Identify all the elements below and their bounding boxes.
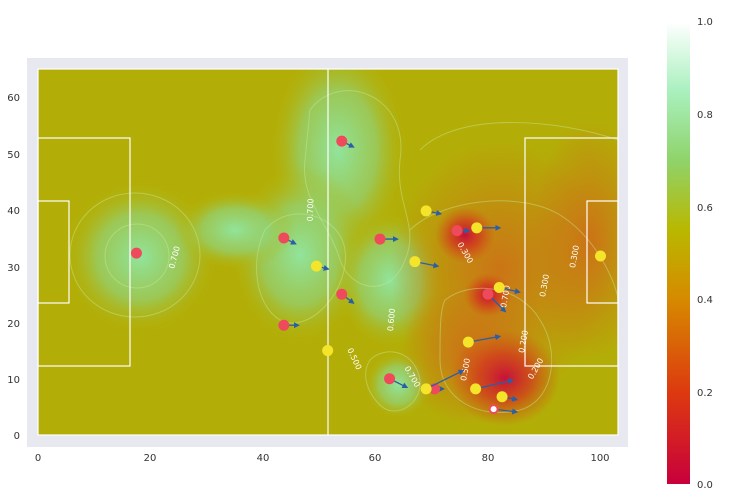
players-layer <box>130 135 606 415</box>
player-dot <box>420 205 432 217</box>
player-dot <box>471 222 483 234</box>
colorbar-gradient <box>667 22 690 484</box>
y-tick-label: 0 <box>14 431 20 442</box>
x-tick-label: 20 <box>144 453 157 464</box>
colorbar-tick-label: 0.8 <box>697 110 713 121</box>
team_b-player <box>496 391 519 403</box>
player-dot <box>310 260 322 272</box>
velocity-arrow <box>425 369 465 390</box>
x-tick-label: 60 <box>369 453 382 464</box>
x-tick-label: 100 <box>590 453 609 464</box>
y-axis: 0 10 20 30 40 50 60 <box>7 93 20 442</box>
team_a-player <box>384 373 409 389</box>
team_b-player <box>462 334 502 348</box>
player-dot <box>336 135 348 147</box>
player-dot <box>336 288 348 300</box>
contour-label: 0.300 <box>568 245 581 269</box>
y-tick-label: 60 <box>7 93 20 104</box>
team_a-player <box>451 225 471 237</box>
player-dot <box>470 383 482 395</box>
team_b-player <box>595 250 606 262</box>
team_a-player <box>278 319 300 331</box>
team_a-player <box>130 247 142 259</box>
player-dot <box>496 391 508 403</box>
contour-label: 0.500 <box>459 358 472 382</box>
contour-label: 0.200 <box>517 330 530 354</box>
colorbar-tick-label: 0.0 <box>697 480 713 491</box>
colorbar: 0.0 0.2 0.4 0.6 0.8 1.0 <box>667 17 713 491</box>
colorbar-tick-label: 1.0 <box>697 17 713 28</box>
player-dot <box>493 281 505 293</box>
colorbar-tick-label: 0.2 <box>697 388 713 399</box>
pitch-lines <box>37 68 619 436</box>
team_b-player <box>409 256 440 269</box>
team_a-player <box>336 288 355 304</box>
x-tick-label: 0 <box>35 453 41 464</box>
player-dot <box>278 319 290 331</box>
team_b-player <box>471 222 502 234</box>
x-tick-label: 80 <box>482 453 495 464</box>
x-tick-label: 40 <box>257 453 270 464</box>
player-dot <box>595 250 606 262</box>
player-dot <box>130 247 142 259</box>
team_b-player <box>493 281 521 295</box>
contour-label: 0.300 <box>538 274 551 298</box>
team_b-player <box>322 345 334 357</box>
y-tick-label: 50 <box>7 150 20 161</box>
team_a-player <box>482 288 507 313</box>
player-dot <box>278 232 290 244</box>
team_a-player <box>278 232 297 245</box>
velocity-arrow <box>475 378 515 390</box>
team_b-player <box>470 378 515 395</box>
ball-marker <box>488 404 519 415</box>
player-dot <box>384 373 396 385</box>
player-dot <box>482 288 494 300</box>
x-axis: 0 20 40 60 80 100 <box>35 453 610 464</box>
colorbar-tick-label: 0.6 <box>697 203 713 214</box>
team_b-player <box>310 260 330 272</box>
y-tick-label: 30 <box>7 263 20 274</box>
player-dot <box>420 383 432 395</box>
y-tick-label: 10 <box>7 375 20 386</box>
player-dot <box>462 336 474 348</box>
y-tick-label: 40 <box>7 206 20 217</box>
player-dot <box>374 233 386 245</box>
player-dot <box>322 345 334 357</box>
contour-label: 0.700 <box>306 198 316 221</box>
colorbar-tick-label: 0.4 <box>697 295 713 306</box>
contour-label: 0.600 <box>386 308 397 332</box>
y-tick-label: 20 <box>7 319 20 330</box>
team_a-player <box>336 135 355 148</box>
ball-dot <box>488 404 499 415</box>
team_a-player <box>374 233 399 245</box>
team_b-player <box>420 205 443 217</box>
contour-lines <box>69 90 618 414</box>
team_b-player <box>420 369 465 395</box>
player-dot <box>451 225 463 237</box>
player-dot <box>409 256 421 268</box>
